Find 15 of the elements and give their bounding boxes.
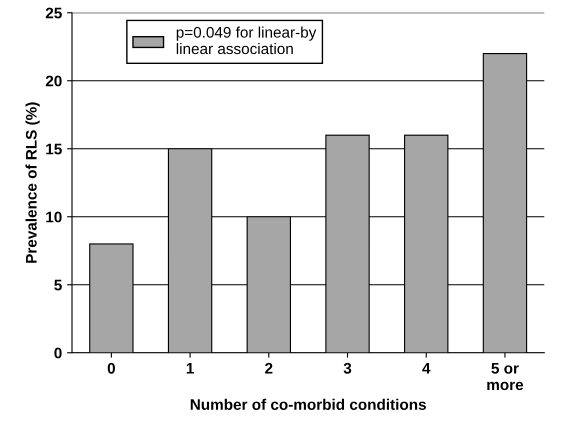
- y-axis-title: Prevalence of RLS (%): [25, 102, 40, 263]
- y-tick-label: 20: [46, 76, 62, 86]
- x-tick-label: 0: [108, 362, 115, 374]
- y-tick-label: 0: [54, 348, 62, 358]
- x-tick-label: 4: [422, 363, 430, 374]
- x-axis-title: Number of co-morbid conditions: [190, 398, 426, 410]
- y-tick-label: 15: [46, 144, 62, 154]
- x-tick-label: 3: [344, 362, 352, 374]
- x-tick-label: 2: [265, 362, 272, 374]
- x-tick-label: 1: [186, 363, 194, 374]
- y-tick-label: 10: [46, 212, 62, 222]
- x-tick-label: 5 or more: [487, 363, 524, 390]
- legend-label: p=0.049 for linear-by linear association: [176, 26, 316, 54]
- y-tick-label: 25: [46, 8, 62, 18]
- y-tick-label: 5: [54, 280, 62, 290]
